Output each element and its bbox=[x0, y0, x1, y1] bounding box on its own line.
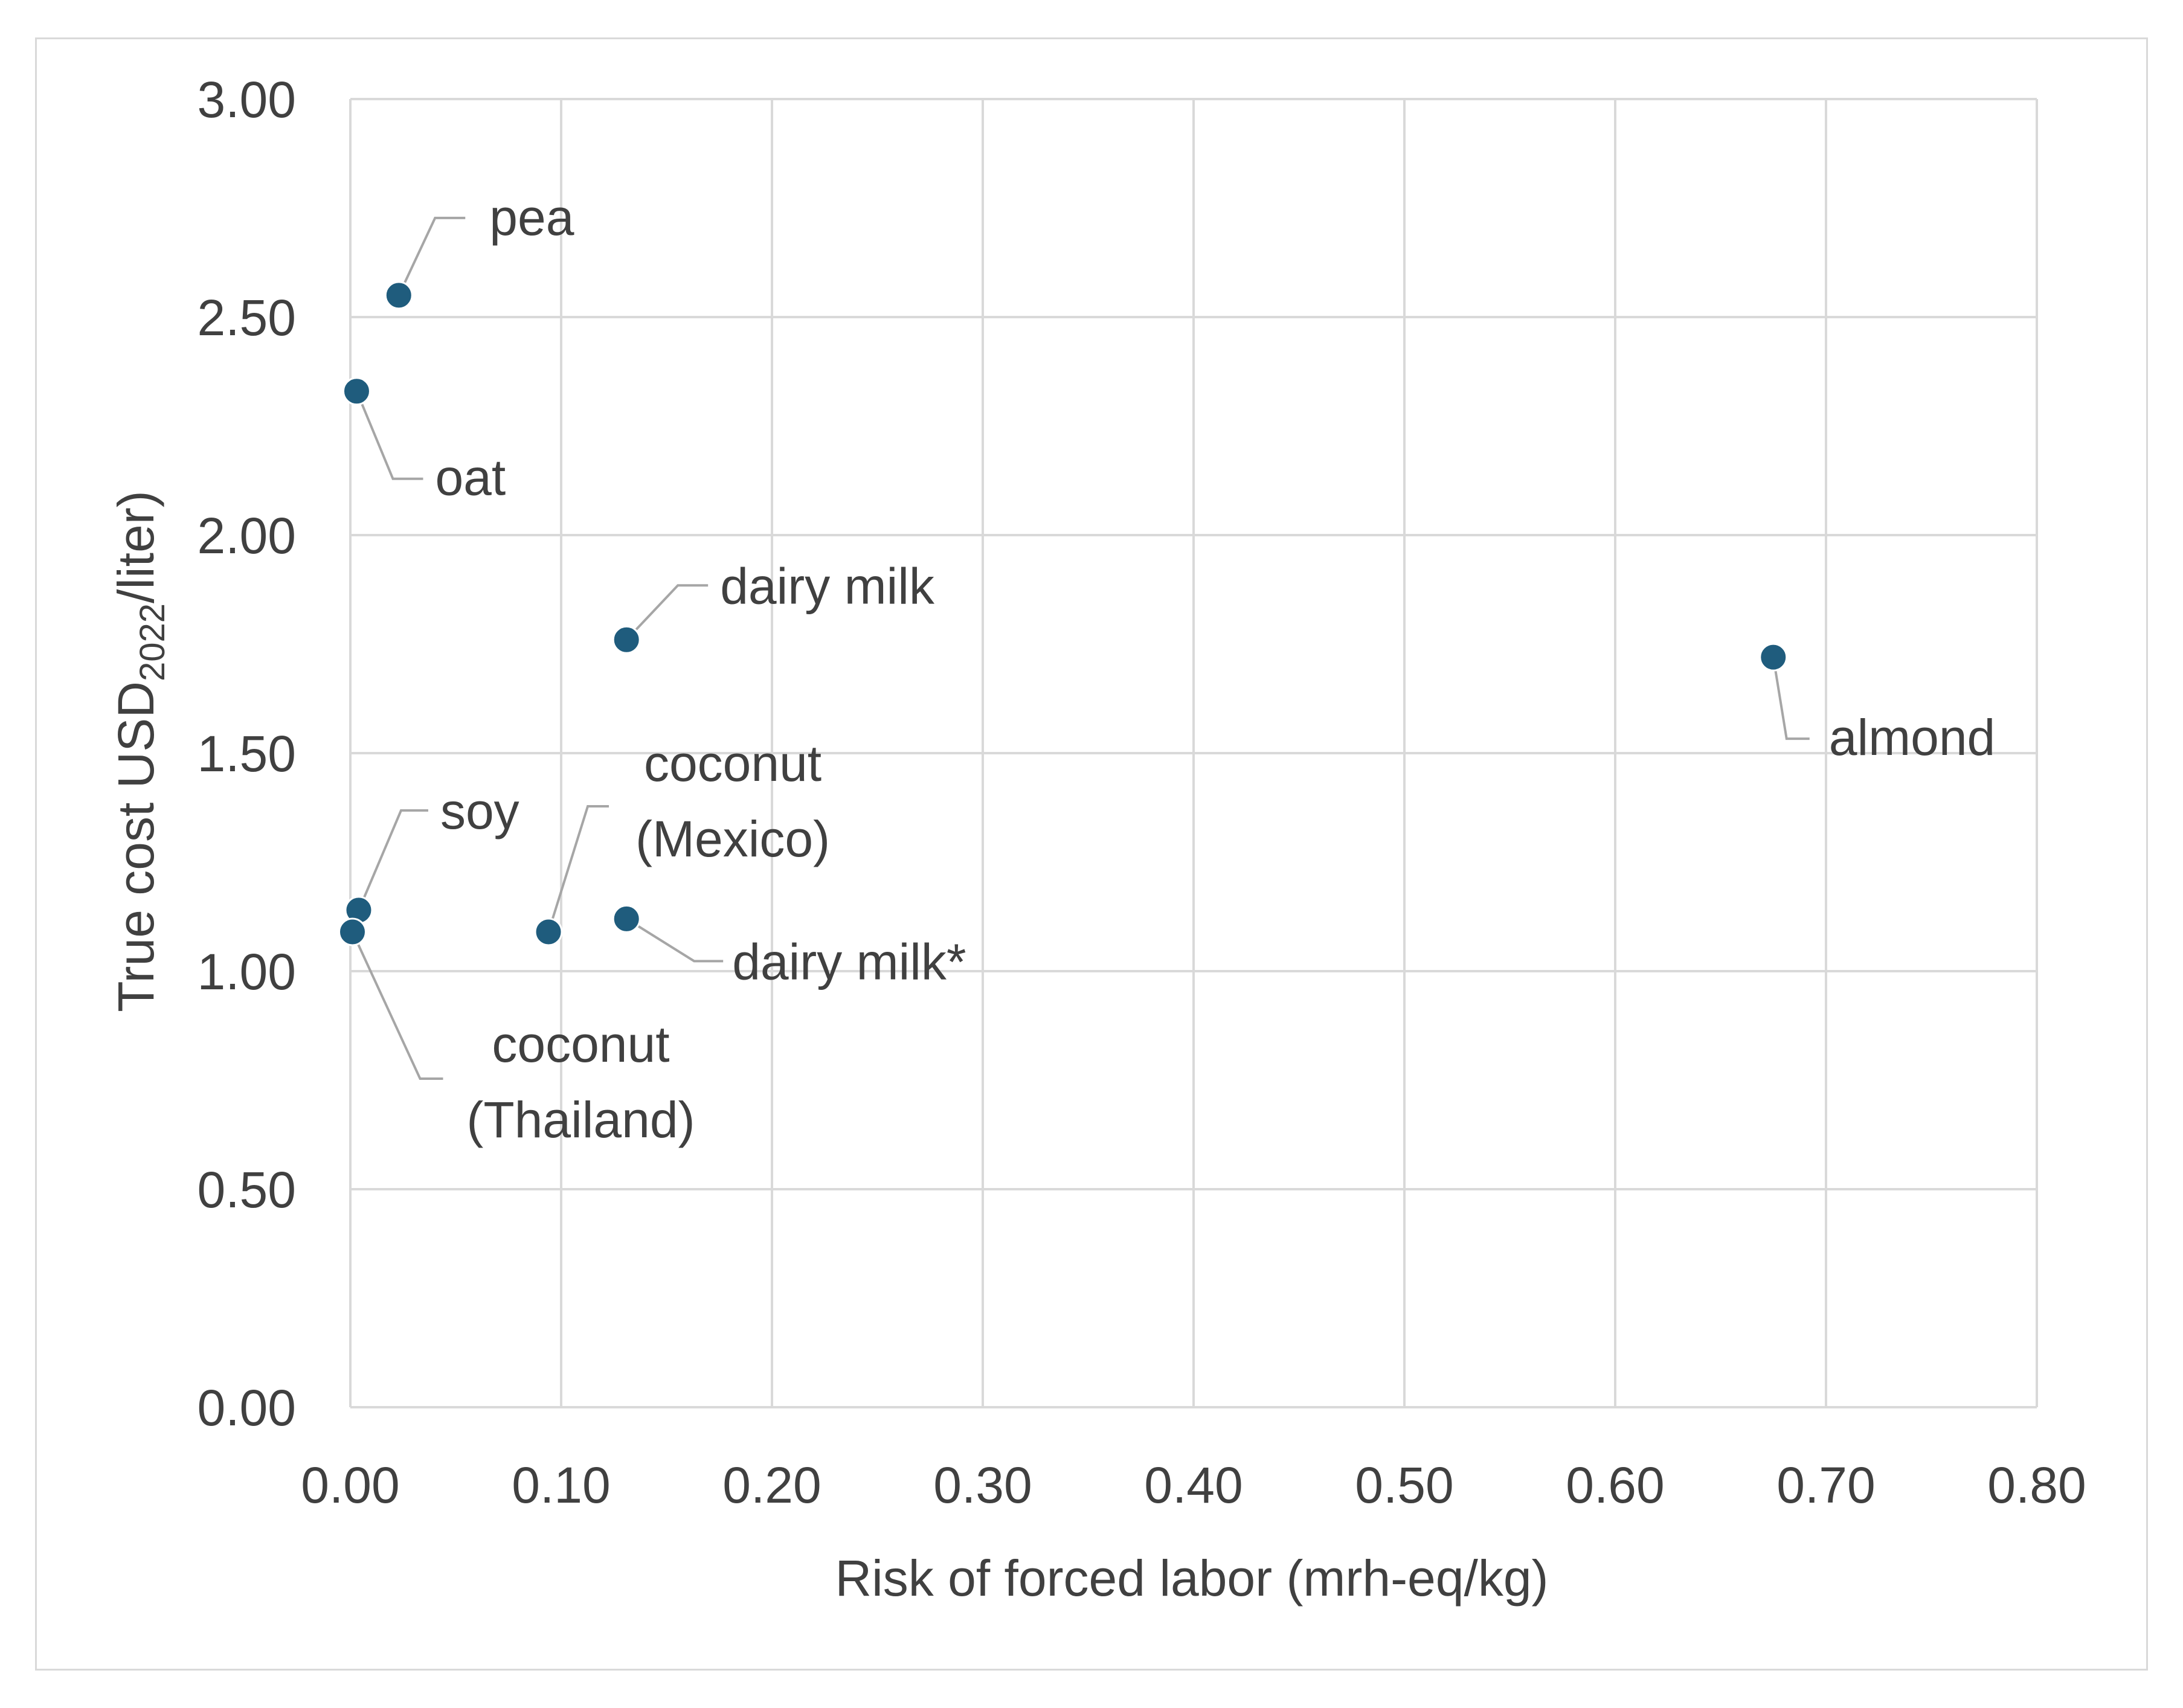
y-tick-label: 0.00 bbox=[198, 1379, 297, 1436]
x-axis-title: Risk of forced labor (mrh-eq/kg) bbox=[835, 1550, 1548, 1607]
leader-line bbox=[547, 805, 609, 933]
data-point bbox=[612, 625, 641, 654]
y-axis-title: True cost USD2022/liter) bbox=[108, 490, 172, 1012]
leader-line bbox=[397, 216, 466, 296]
leader-line bbox=[358, 809, 428, 911]
point-label-line: coconut bbox=[492, 1016, 669, 1073]
point-label: pea bbox=[489, 189, 574, 246]
point-label-line: soy bbox=[440, 783, 519, 840]
data-points bbox=[338, 281, 1788, 946]
point-label-line: (Thailand) bbox=[466, 1091, 695, 1148]
x-tick-label: 0.40 bbox=[1144, 1457, 1243, 1514]
leader-lines bbox=[351, 216, 1810, 1080]
y-axis-title-subscript: 2022 bbox=[133, 603, 172, 681]
x-tick-label: 0.20 bbox=[722, 1457, 821, 1514]
y-axis-title-suffix: /liter) bbox=[108, 490, 164, 603]
leader-line bbox=[355, 390, 423, 480]
data-point bbox=[338, 917, 367, 946]
y-tick-label: 2.00 bbox=[198, 507, 297, 564]
point-label-line: (Mexico) bbox=[635, 811, 830, 867]
data-point bbox=[1759, 643, 1788, 672]
y-tick-label: 2.50 bbox=[198, 289, 297, 346]
data-point bbox=[612, 904, 641, 933]
point-label-line: dairy milk bbox=[720, 557, 935, 614]
y-tick-label: 3.00 bbox=[198, 71, 297, 128]
x-tick-label: 0.60 bbox=[1566, 1457, 1665, 1514]
tick-labels: 0.00 0.10 0.20 0.30 0.40 0.50 0.60 0.70 0.80 0.00… bbox=[198, 71, 2086, 1514]
point-label: soy bbox=[440, 783, 519, 840]
y-tick-label: 1.50 bbox=[198, 725, 297, 782]
x-tick-label: 0.80 bbox=[1987, 1457, 2086, 1514]
x-tick-label: 0.50 bbox=[1355, 1457, 1454, 1514]
y-tick-label: 0.50 bbox=[198, 1161, 297, 1218]
grid-lines bbox=[349, 98, 2038, 1408]
point-labels: pea oat dairy milk almond soy coconut (Mexico)… bbox=[435, 189, 1995, 1148]
y-tick-label: 1.00 bbox=[198, 943, 297, 1000]
point-label-line: pea bbox=[489, 189, 574, 246]
data-point bbox=[384, 281, 413, 310]
point-label-line: dairy milk* bbox=[732, 933, 966, 990]
point-label: dairy milk* bbox=[732, 933, 966, 990]
point-label-line: coconut bbox=[644, 735, 821, 792]
x-tick-label: 0.00 bbox=[301, 1457, 400, 1514]
leader-line bbox=[626, 917, 724, 963]
leader-line bbox=[351, 931, 443, 1080]
x-tick-label: 0.30 bbox=[933, 1457, 1032, 1514]
x-tick-label: 0.70 bbox=[1776, 1457, 1876, 1514]
chart-frame bbox=[35, 37, 2148, 1671]
point-label-line: oat bbox=[435, 449, 506, 506]
y-axis-title-prefix: True cost USD bbox=[108, 681, 164, 1012]
point-label: almond bbox=[1829, 709, 1996, 766]
leader-line bbox=[1772, 657, 1810, 740]
data-point bbox=[342, 377, 371, 406]
data-point bbox=[534, 917, 563, 946]
point-label: dairy milk bbox=[720, 557, 935, 614]
point-label: coconut (Thailand) bbox=[466, 1016, 695, 1148]
leader-line bbox=[625, 584, 709, 641]
point-label: oat bbox=[435, 449, 506, 506]
point-label-line: almond bbox=[1829, 709, 1996, 766]
point-label: coconut (Mexico) bbox=[635, 735, 830, 867]
x-tick-label: 0.10 bbox=[512, 1457, 611, 1514]
